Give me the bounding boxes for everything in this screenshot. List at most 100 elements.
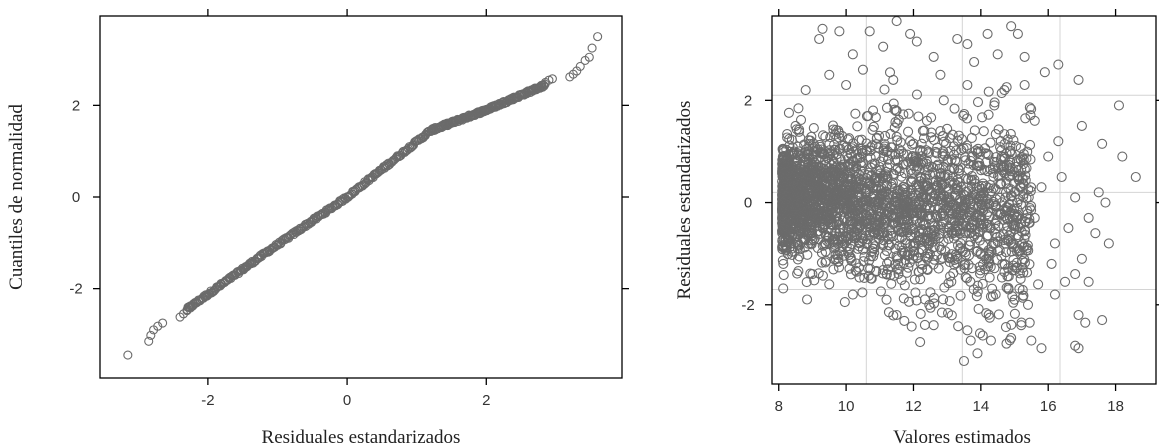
data-point	[908, 138, 919, 149]
data-point	[961, 273, 972, 284]
data-point	[828, 193, 839, 204]
data-point	[958, 110, 969, 121]
qq-plot-y-ticks: -2 0 2	[69, 97, 629, 298]
data-point	[902, 214, 913, 225]
residuals-plot-x-ticks: 8 10 12 14 16 18	[775, 9, 1124, 415]
data-point	[925, 287, 936, 298]
data-point	[786, 134, 797, 145]
data-point	[936, 307, 947, 318]
data-point	[848, 188, 859, 199]
data-point	[984, 199, 995, 210]
data-point	[996, 251, 1007, 262]
data-point	[891, 105, 902, 116]
data-point	[144, 336, 154, 346]
data-point	[854, 241, 865, 252]
data-point	[890, 165, 902, 176]
data-point	[810, 141, 821, 152]
x-tick-label: 14	[972, 398, 989, 415]
data-point	[1004, 335, 1015, 346]
data-point	[968, 160, 979, 171]
data-point	[891, 309, 902, 321]
data-point	[832, 149, 843, 160]
data-point	[881, 294, 892, 305]
data-point	[1073, 309, 1084, 321]
data-point	[863, 270, 874, 281]
data-point	[916, 192, 927, 203]
data-point	[575, 61, 585, 71]
data-point	[1007, 291, 1018, 302]
data-point	[977, 259, 989, 270]
data-point	[1004, 171, 1015, 182]
data-point	[807, 269, 818, 280]
data-point	[905, 188, 916, 199]
data-point	[1012, 28, 1023, 39]
data-point	[801, 277, 812, 288]
data-point	[843, 144, 854, 155]
data-point	[838, 185, 849, 196]
data-point	[1070, 192, 1081, 203]
data-point	[913, 111, 924, 122]
y-tick-label: 0	[72, 189, 80, 206]
qq-plot-frame	[99, 15, 623, 379]
data-point	[919, 319, 930, 331]
data-point	[783, 107, 794, 118]
data-point	[1036, 182, 1047, 193]
data-point	[816, 257, 827, 268]
data-point	[819, 239, 830, 251]
data-point	[998, 234, 1010, 246]
data-point	[778, 202, 789, 213]
data-point	[784, 231, 795, 242]
data-point	[833, 179, 844, 190]
data-point	[947, 162, 958, 173]
data-point	[824, 138, 835, 149]
data-point	[942, 191, 953, 203]
data-point	[841, 79, 852, 91]
data-point	[947, 129, 958, 140]
data-point	[1004, 213, 1015, 224]
data-point	[824, 211, 835, 222]
data-point	[953, 215, 964, 226]
data-point	[803, 238, 814, 249]
data-point	[1024, 202, 1036, 214]
data-point	[911, 89, 923, 100]
data-point	[830, 144, 841, 155]
data-point	[983, 251, 994, 262]
data-point	[584, 52, 594, 62]
data-point	[1029, 212, 1040, 223]
data-point	[985, 291, 997, 302]
data-point	[1097, 315, 1108, 326]
data-point	[988, 156, 999, 168]
data-point	[1024, 102, 1035, 113]
data-point	[935, 69, 946, 80]
data-point	[983, 109, 994, 120]
data-point	[799, 242, 810, 253]
data-point	[1070, 340, 1081, 351]
data-point	[1023, 245, 1034, 256]
data-point	[1014, 268, 1025, 279]
data-point	[899, 315, 910, 326]
data-point	[1113, 100, 1124, 111]
data-point	[838, 159, 849, 170]
data-point	[803, 141, 814, 152]
data-point	[777, 210, 788, 221]
data-point	[796, 219, 807, 230]
data-point	[950, 203, 961, 214]
data-point	[993, 309, 1004, 320]
data-point	[972, 96, 984, 108]
data-point	[829, 187, 840, 199]
data-point	[1026, 104, 1037, 115]
data-point	[1016, 226, 1027, 237]
data-point	[931, 180, 942, 191]
data-point	[965, 192, 976, 203]
x-tick-label: 18	[1107, 398, 1124, 415]
data-point	[869, 200, 880, 212]
data-point	[837, 161, 848, 172]
data-point	[952, 33, 963, 45]
data-point	[826, 154, 837, 165]
data-point	[1019, 79, 1030, 91]
data-point	[851, 145, 862, 156]
data-point	[1018, 242, 1029, 253]
data-point	[955, 238, 966, 249]
data-point	[974, 268, 986, 279]
